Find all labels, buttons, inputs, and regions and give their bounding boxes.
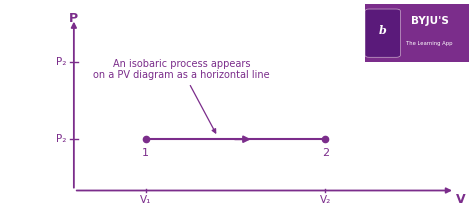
Text: BYJU'S: BYJU'S bbox=[410, 15, 448, 25]
FancyBboxPatch shape bbox=[365, 9, 401, 57]
Text: V₂: V₂ bbox=[320, 195, 331, 205]
Text: P₂: P₂ bbox=[55, 57, 66, 67]
Text: An isobaric process appears
on a PV diagram as a horizontal line: An isobaric process appears on a PV diag… bbox=[93, 59, 270, 133]
Text: P₂: P₂ bbox=[55, 134, 66, 144]
Text: V₁: V₁ bbox=[140, 195, 151, 205]
Text: 2: 2 bbox=[322, 148, 329, 158]
Text: b: b bbox=[379, 25, 387, 36]
Text: 1: 1 bbox=[142, 148, 149, 158]
Text: V: V bbox=[456, 193, 465, 206]
Text: The Learning App: The Learning App bbox=[406, 41, 453, 46]
Text: P: P bbox=[69, 12, 78, 25]
